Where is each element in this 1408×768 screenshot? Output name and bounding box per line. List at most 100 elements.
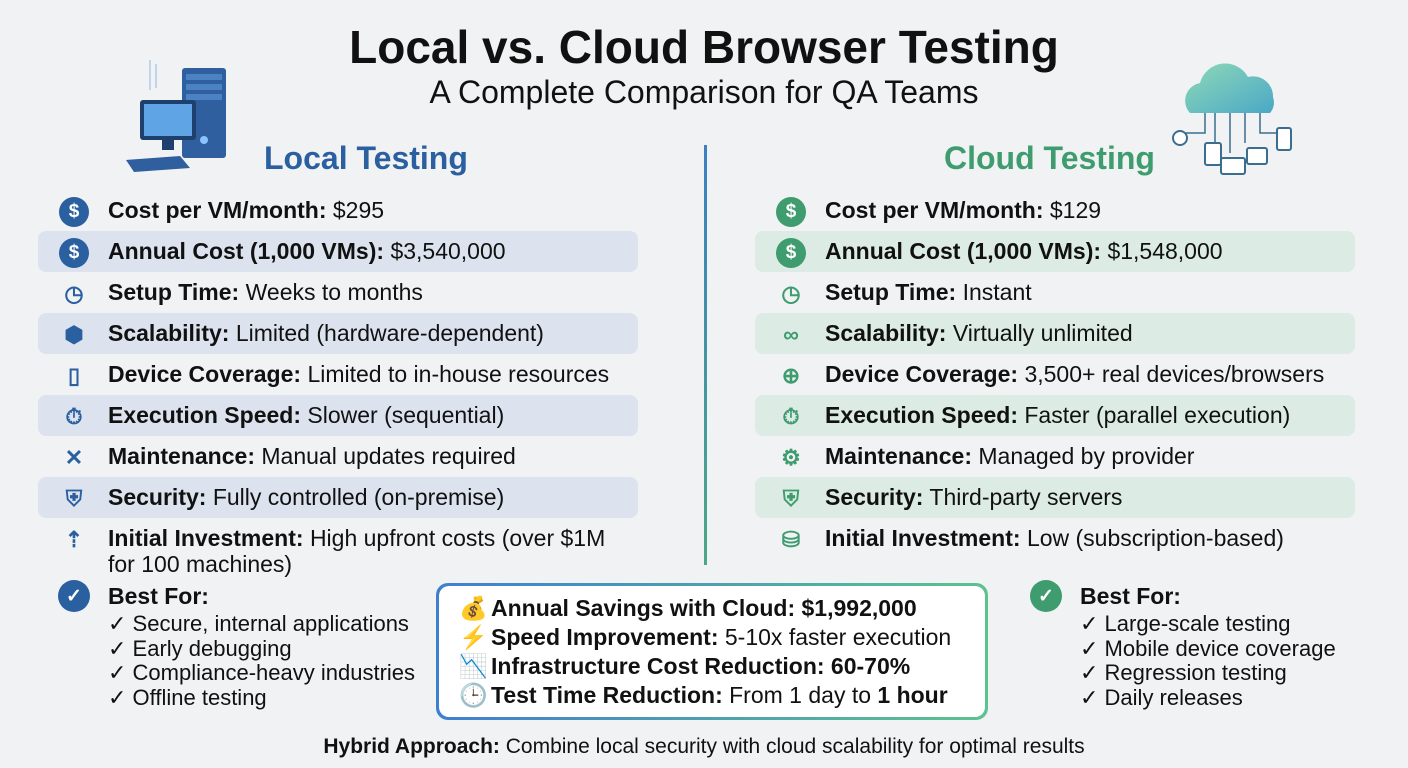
coins-up-icon: ⇡: [64, 527, 84, 552]
row-value: 3,500+ real devices/browsers: [1024, 361, 1325, 387]
lightning-icon: ⚡: [459, 624, 488, 650]
local-row-initial-investment: ⇡ Initial Investment: High upfront costs …: [38, 518, 638, 580]
row-label: Annual Cost (1,000 VMs):: [108, 238, 385, 264]
page-subtitle: A Complete Comparison for QA Teams: [429, 74, 979, 110]
scale-cube-icon: ⬢: [64, 322, 84, 347]
cloud-infinity-icon: ∞: [783, 322, 799, 347]
best-for-item: ✓ Compliance-heavy industries: [108, 660, 416, 685]
row-value: $295: [332, 197, 385, 223]
stopwatch-icon: ⏱: [782, 404, 800, 429]
cloud-network-illustration: [1165, 58, 1300, 188]
row-label: Initial Investment:: [825, 525, 1021, 551]
local-row-maintenance: ✕ Maintenance: Manual updates required: [38, 436, 638, 477]
cloud-row-initial-investment: ⛁ Initial Investment: Low (subscription-b…: [755, 518, 1355, 559]
summary-label: Test Time Reduction:: [491, 682, 723, 708]
summary-cost-reduction: 📉 Infrastructure Cost Reduction: 60-70%: [459, 652, 985, 681]
clock-gear-icon: ◷: [781, 281, 801, 306]
local-row-security: ⛨ Security: Fully controlled (on-premise): [38, 477, 638, 518]
local-row-annual-cost: $ Annual Cost (1,000 VMs): $3,540,000: [38, 231, 638, 272]
cloud-row-scalability: ∞ Scalability: Virtually unlimited: [755, 313, 1355, 354]
cloud-feature-list: $ Cost per VM/month: $129 $ Annual Cost (1…: [755, 190, 1355, 559]
row-value: $129: [1049, 197, 1102, 223]
row-label: Maintenance:: [825, 443, 972, 469]
best-for-item: ✓ Secure, internal applications: [108, 611, 409, 636]
row-value: Fully controlled (on-premise): [212, 484, 505, 510]
row-label: Cost per VM/month:: [825, 197, 1044, 223]
chart-down-icon: 📉: [459, 653, 488, 679]
row-value: Limited to in-house resources: [307, 361, 610, 387]
row-value: Slower (sequential): [307, 402, 505, 428]
best-for-item: ✓ Mobile device coverage: [1080, 635, 1336, 661]
local-row-scalability: ⬢ Scalability: Limited (hardware-dependen…: [38, 313, 638, 354]
local-row-device-coverage: ▯ Device Coverage: Limited to in-house re…: [38, 354, 638, 395]
best-for-item: ✓ Offline testing: [108, 684, 267, 710]
row-value: Manual updates required: [261, 443, 516, 469]
local-testing-title: Local Testing: [264, 140, 468, 176]
local-row-cost-per-vm: $ Cost per VM/month: $295: [38, 190, 638, 231]
dollar-icon: $: [775, 197, 807, 227]
cloud-row-maintenance: ⚙ Maintenance: Managed by provider: [755, 436, 1355, 477]
row-value: Instant: [962, 279, 1032, 305]
summary-value-bold: 1 hour: [877, 682, 948, 708]
row-label: Setup Time:: [825, 279, 957, 305]
footer-text: Combine local security with cloud scalab…: [505, 735, 1085, 758]
stopwatch-icon: ⏱: [65, 404, 83, 429]
best-for-item: ✓ Large-scale testing: [1080, 611, 1291, 636]
summary-label: Infrastructure Cost Reduction:: [491, 653, 825, 679]
dollar-icon: $: [775, 238, 807, 268]
cloud-best-for: ✓ Best For: ✓ Large-scale testing ✓ Mobil…: [1030, 580, 1336, 710]
cloud-row-annual-cost: $ Annual Cost (1,000 VMs): $1,548,000: [755, 231, 1355, 272]
row-label: Setup Time:: [108, 279, 240, 305]
summary-value: $1,992,000: [801, 595, 917, 621]
row-label: Security:: [108, 484, 207, 510]
database-down-icon: ⛁: [781, 527, 801, 552]
tools-icon: ✕: [64, 445, 84, 470]
row-label: Device Coverage:: [108, 361, 302, 387]
best-for-item: ✓ Early debugging: [108, 635, 292, 661]
cloud-row-setup-time: ◷ Setup Time: Instant: [755, 272, 1355, 313]
summary-annual-savings: 💰 Annual Savings with Cloud: $1,992,000: [459, 594, 985, 623]
row-value: Third-party servers: [929, 484, 1123, 510]
summary-test-time: 🕒 Test Time Reduction: From 1 day to 1 ho…: [459, 681, 985, 710]
row-value: Limited (hardware-dependent): [235, 320, 544, 346]
savings-summary-box: 💰 Annual Savings with Cloud: $1,992,000 ⚡…: [436, 583, 988, 720]
row-label: Maintenance:: [108, 443, 255, 469]
row-value: Faster (parallel execution): [1024, 402, 1291, 428]
dollar-icon: $: [58, 197, 90, 227]
summary-label: Speed Improvement:: [491, 624, 719, 650]
row-label: Cost per VM/month:: [108, 197, 327, 223]
row-value: Managed by provider: [978, 443, 1195, 469]
hybrid-approach-footer: Hybrid Approach: Combine local security …: [0, 735, 1408, 759]
cloud-row-device-coverage: ⊕ Device Coverage: 3,500+ real devices/br…: [755, 354, 1355, 395]
local-row-setup-time: ◷ Setup Time: Weeks to months: [38, 272, 638, 313]
dollar-icon: $: [58, 238, 90, 268]
row-label: Annual Cost (1,000 VMs):: [825, 238, 1102, 264]
best-for-item: ✓ Regression testing: [1080, 660, 1287, 685]
row-value: Low (subscription-based): [1026, 525, 1284, 551]
best-for-title: Best For:: [1080, 582, 1181, 609]
money-bag-icon: 💰: [459, 595, 488, 621]
clock-icon: 🕒: [459, 682, 488, 708]
page-title: Local vs. Cloud Browser Testing: [349, 21, 1059, 73]
gear-wrench-icon: ⚙: [781, 445, 801, 470]
row-label: Execution Speed:: [108, 402, 301, 428]
check-circle-icon: ✓: [1030, 580, 1062, 612]
row-label: Scalability:: [108, 320, 230, 346]
cloud-testing-title: Cloud Testing: [944, 140, 1155, 176]
desktop-computer-illustration: [120, 60, 250, 180]
row-value: $3,540,000: [390, 238, 506, 264]
row-value: High upfront costs (over $1M for 100 mac…: [108, 525, 606, 577]
summary-value: 60-70%: [830, 653, 911, 679]
best-for-item: ✓ Daily releases: [1080, 684, 1243, 710]
shield-lock-icon: ⛨: [65, 486, 83, 511]
summary-speed-improvement: ⚡ Speed Improvement: 5-10x faster executi…: [459, 623, 985, 652]
summary-label: Annual Savings with Cloud:: [491, 595, 796, 621]
check-circle-icon: ✓: [58, 580, 90, 612]
cloud-row-security: ⛨ Security: Third-party servers: [755, 477, 1355, 518]
local-feature-list: $ Cost per VM/month: $295 $ Annual Cost (1…: [38, 190, 638, 580]
row-value: Virtually unlimited: [952, 320, 1133, 346]
footer-label: Hybrid Approach:: [323, 735, 500, 758]
clock-gear-icon: ◷: [64, 281, 84, 306]
local-row-execution-speed: ⏱ Execution Speed: Slower (sequential): [38, 395, 638, 436]
row-label: Execution Speed:: [825, 402, 1018, 428]
